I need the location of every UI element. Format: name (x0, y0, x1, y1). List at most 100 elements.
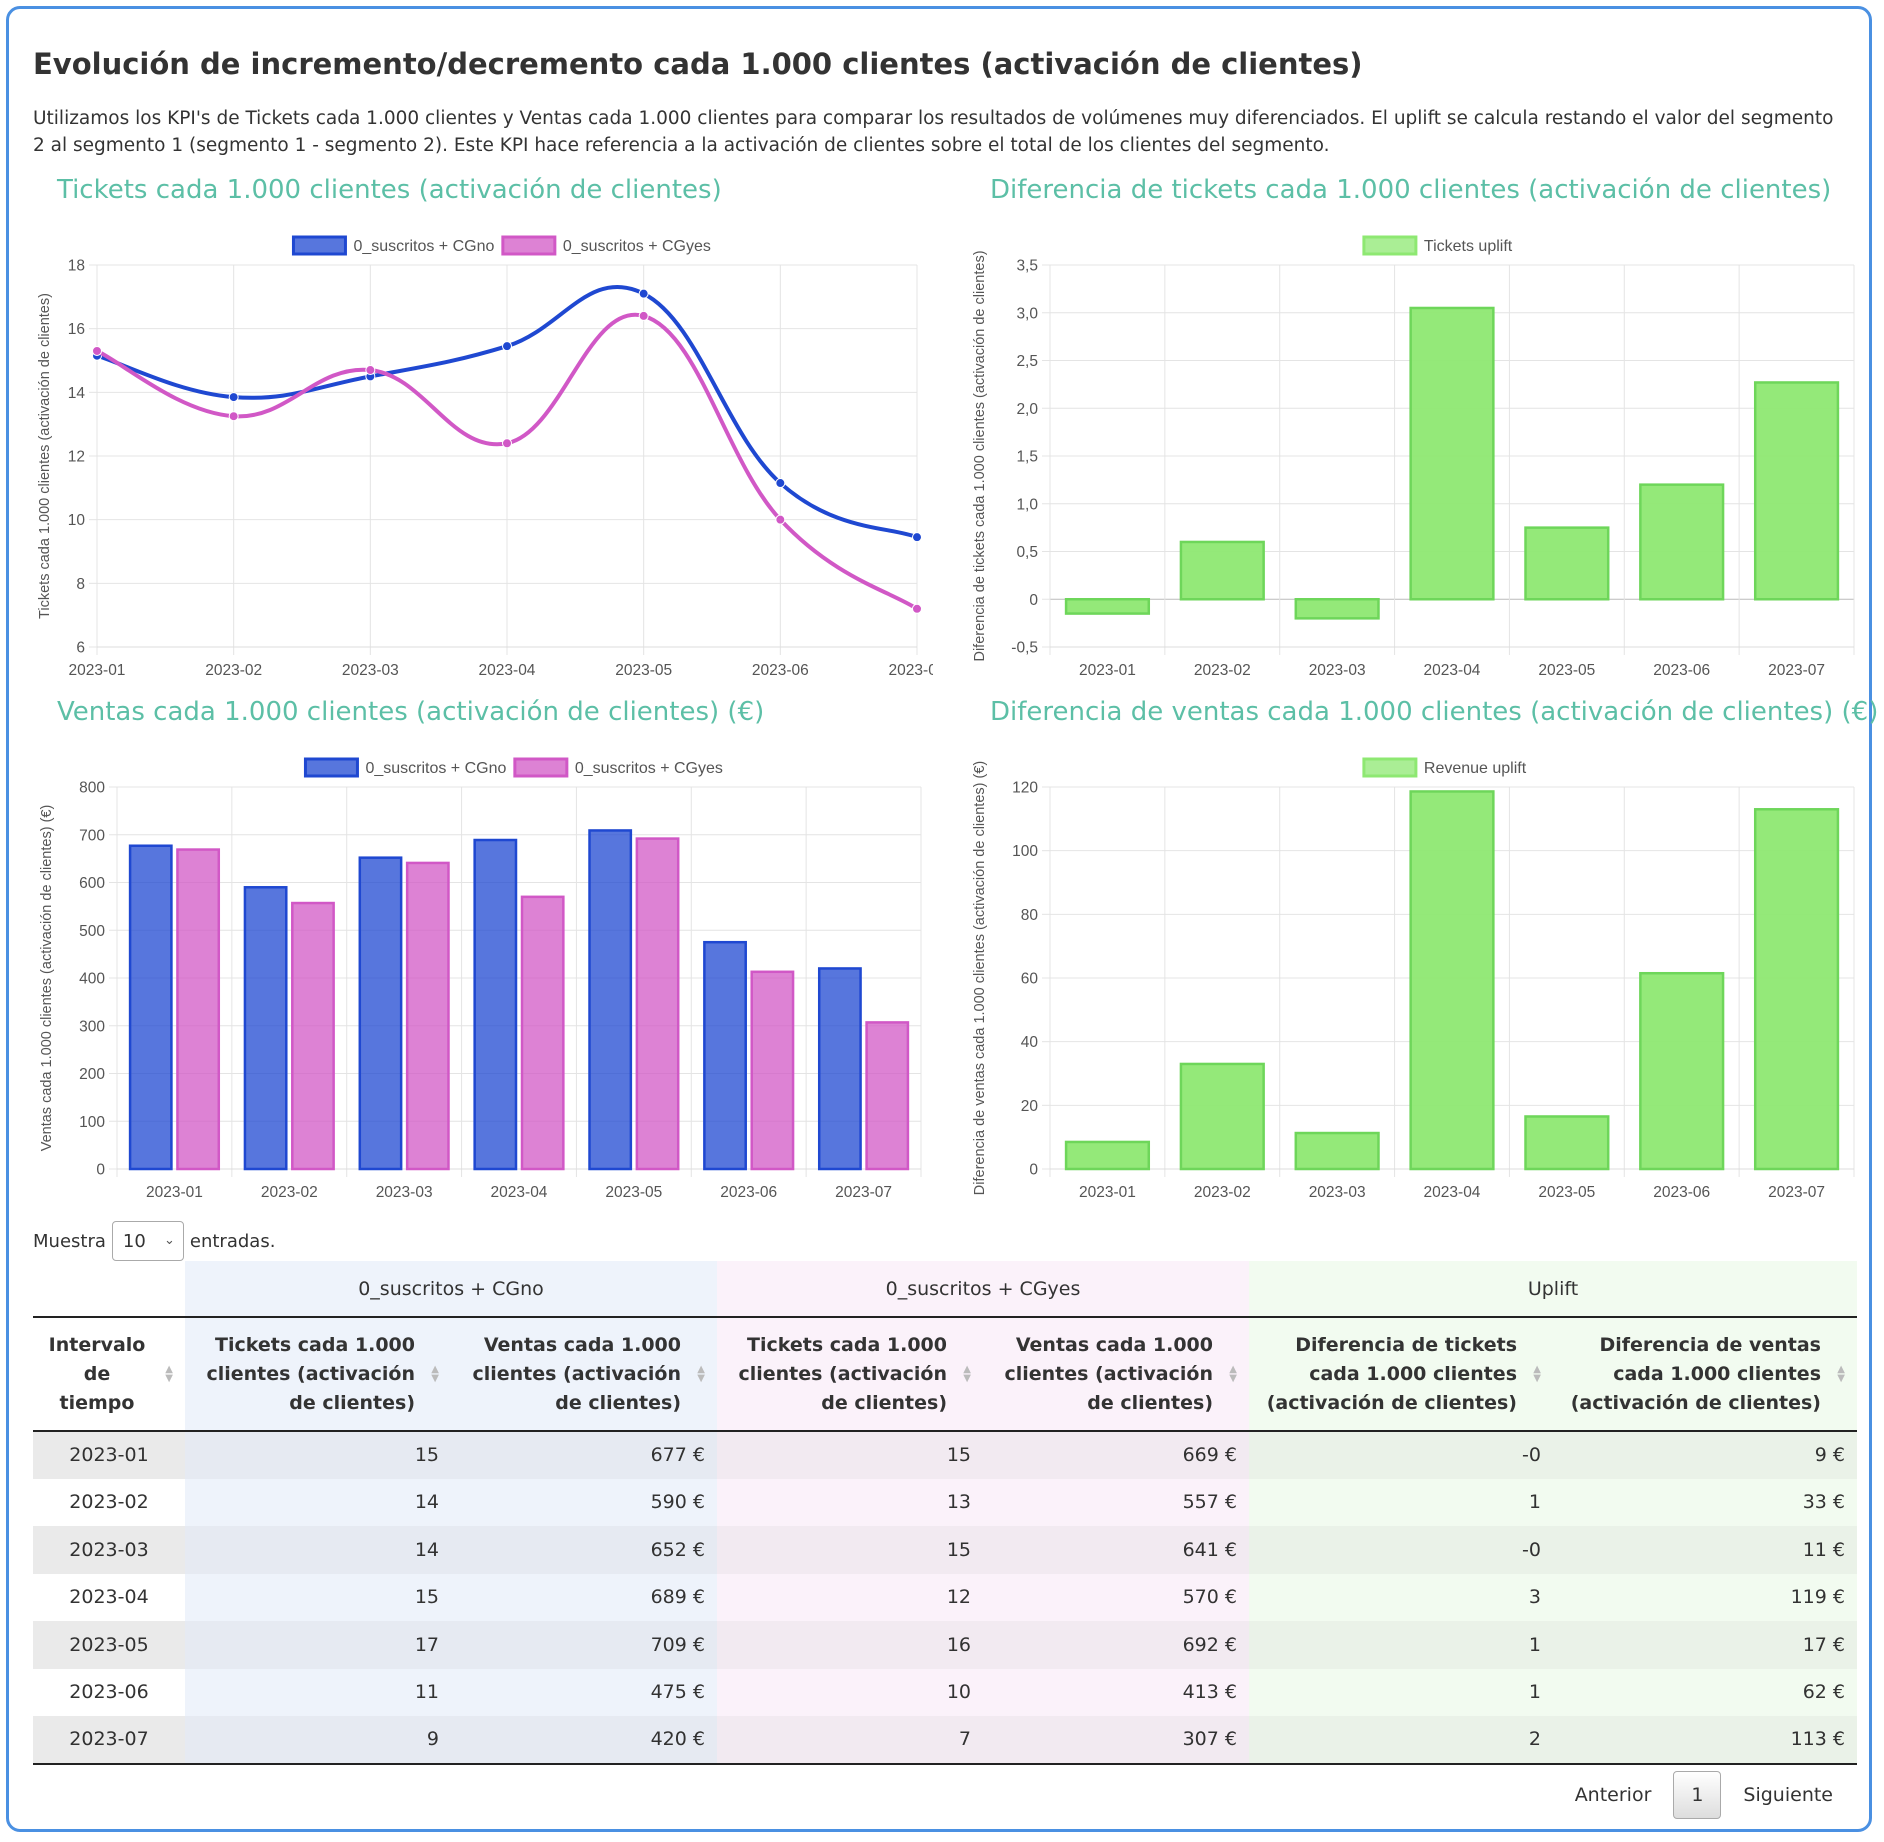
y-tick-label: 3,5 (1016, 258, 1038, 275)
x-tick-label: 2023-01 (69, 662, 126, 679)
bar (1064, 598, 1151, 615)
table-cell: 2023-07 (33, 1716, 185, 1765)
y-tick-label: 6 (76, 640, 85, 657)
y-tick-label: 18 (68, 258, 85, 275)
x-tick-label: 2023-07 (889, 662, 933, 679)
table-row: 2023-06 11 475 €10 413 €1 62 € (33, 1668, 1857, 1716)
table-cell: 307 € (983, 1716, 1249, 1765)
bar (1064, 1140, 1151, 1171)
column-header-tickets-cgyes[interactable]: Tickets cada 1.000 clientes (activación … (717, 1316, 983, 1432)
y-tick-label: 0 (1029, 1162, 1038, 1179)
page-1-button[interactable]: 1 (1673, 1771, 1722, 1819)
table-cell: 709 € (451, 1621, 717, 1669)
table-cell: 677 € (451, 1431, 717, 1479)
next-page-button[interactable]: Siguiente (1743, 1784, 1833, 1806)
data-point (638, 288, 649, 299)
table-cell: 413 € (983, 1668, 1249, 1716)
table-cell: 17 (185, 1621, 451, 1669)
table-cell: 9 (185, 1716, 451, 1765)
bar (703, 940, 747, 1171)
y-axis-title: Ventas cada 1.000 clientes (activación d… (39, 805, 55, 1152)
table-row: 2023-04 15 689 €12 570 €3 119 € (33, 1573, 1857, 1621)
y-tick-label: 0,5 (1016, 544, 1038, 561)
legend-swatch (1362, 235, 1418, 256)
chart-legend: 0_suscritos + CGno 0_suscritos + CGyes (303, 757, 723, 778)
page-length-select[interactable]: 10 ⌄ (111, 1221, 184, 1261)
bar (750, 970, 795, 1171)
column-header-sales-cgno[interactable]: Ventas cada 1.000 clientes (activación d… (451, 1316, 717, 1432)
table-cell: 570 € (983, 1573, 1249, 1621)
table-cell: 590 € (451, 1478, 717, 1526)
y-axis-title: Diferencia de ventas cada 1.000 clientes… (972, 761, 988, 1195)
legend-swatch (1362, 757, 1418, 778)
table-cell: 652 € (451, 1526, 717, 1574)
table-cell: 3 (1249, 1573, 1553, 1621)
chart-title-sales: Ventas cada 1.000 clientes (activación d… (57, 697, 765, 727)
tickets-diff-bar-chart: Tickets uplift -0,5 0 0,5 1,0 1,5 2,0 2,5 3,0 3,5… (972, 235, 1855, 679)
page-title: Evolución de incremento/decremento cada … (33, 47, 1363, 81)
column-header-interval[interactable]: Intervalo de tiempo ▲ ▼ (33, 1316, 185, 1432)
table-cell: 7 (717, 1716, 983, 1765)
tickets-line-chart: 0_suscritos + CGno 0_suscritos + CGyes 6 8 1… (37, 235, 933, 679)
x-tick-label: 2023-03 (376, 1184, 433, 1201)
bar (128, 844, 173, 1171)
table-cell: 692 € (983, 1621, 1249, 1669)
data-point (365, 365, 376, 376)
table-cell: 15 (717, 1526, 983, 1574)
column-header-sales-cgyes[interactable]: Ventas cada 1.000 clientes (activación d… (983, 1316, 1249, 1432)
x-tick-label: 2023-02 (205, 662, 262, 679)
table-cell: 1 (1249, 1478, 1553, 1526)
x-tick-label: 2023-03 (1309, 662, 1366, 679)
table-cell: -0 (1249, 1431, 1553, 1479)
table-row: 2023-07 9 420 €7 307 €2 113 € (33, 1716, 1857, 1765)
y-tick-label: 120 (1012, 780, 1038, 797)
y-tick-label: 14 (68, 385, 86, 402)
y-tick-label: 100 (79, 1114, 105, 1131)
prev-page-button[interactable]: Anterior (1574, 1784, 1652, 1806)
bar (1179, 1062, 1265, 1171)
table-cell: 119 € (1553, 1573, 1857, 1621)
column-header-sales-diff[interactable]: Diferencia de ventas cada 1.000 clientes… (1553, 1316, 1857, 1432)
bar (358, 856, 403, 1171)
bar (1409, 306, 1495, 601)
legend-swatch (291, 235, 347, 256)
data-point (228, 392, 239, 403)
x-tick-label: 2023-06 (752, 662, 809, 679)
y-tick-label: 2,5 (1016, 353, 1038, 370)
sort-icon: ▲ ▼ (1533, 1364, 1541, 1384)
column-header-tickets-cgno[interactable]: Tickets cada 1.000 clientes (activación … (185, 1316, 451, 1432)
bar (1753, 808, 1840, 1171)
table-cell: 1 (1249, 1668, 1553, 1716)
bar (176, 848, 221, 1171)
legend-swatch (303, 757, 359, 778)
bar (1639, 971, 1725, 1171)
sort-icon: ▲ ▼ (165, 1364, 173, 1384)
y-tick-label: 20 (1021, 1098, 1039, 1115)
table-cell: 62 € (1553, 1668, 1857, 1716)
page-length-control: Muestra 10 ⌄ entradas. (33, 1221, 275, 1261)
bar (1524, 1115, 1610, 1171)
chevron-down-icon: ⌄ (163, 1233, 175, 1248)
page-length-prefix: Muestra (33, 1230, 106, 1252)
table-cell: 9 € (1553, 1431, 1857, 1479)
bar (243, 886, 288, 1171)
x-tick-label: 2023-05 (1538, 662, 1595, 679)
page-length-value: 10 (122, 1230, 146, 1252)
bar (520, 895, 565, 1171)
x-tick-label: 2023-06 (1653, 1184, 1710, 1201)
y-tick-label: 10 (68, 512, 86, 529)
x-tick-label: 2023-04 (479, 662, 536, 679)
x-tick-label: 2023-02 (261, 1184, 318, 1201)
sales-diff-bar-chart: Revenue uplift 0 20 40 60 80 100 120 2023-01 2023… (972, 757, 1855, 1201)
y-tick-label: 0 (96, 1162, 105, 1179)
table-cell: 33 € (1553, 1478, 1857, 1526)
page-description: Utilizamos los KPI's de Tickets cada 1.0… (33, 108, 1834, 156)
table-cell: -0 (1249, 1526, 1553, 1574)
table-cell: 11 € (1553, 1526, 1857, 1574)
x-tick-label: 2023-06 (720, 1184, 777, 1201)
sort-icon: ▲ ▼ (697, 1364, 705, 1384)
x-tick-label: 2023-02 (1194, 662, 1251, 679)
column-header-tickets-diff[interactable]: Diferencia de tickets cada 1.000 cliente… (1249, 1316, 1553, 1432)
table-cell: 1 (1249, 1621, 1553, 1669)
table-row: 2023-01 15 677 €15 669 € -0 9 € (33, 1431, 1857, 1479)
